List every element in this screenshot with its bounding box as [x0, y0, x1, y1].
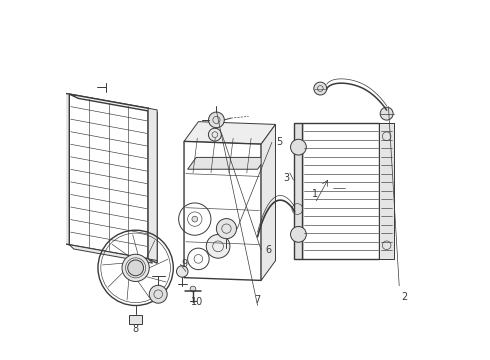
- Polygon shape: [69, 94, 157, 113]
- Polygon shape: [184, 122, 275, 144]
- Polygon shape: [148, 108, 157, 261]
- Polygon shape: [294, 123, 302, 259]
- Polygon shape: [69, 245, 153, 263]
- Polygon shape: [188, 157, 266, 169]
- Circle shape: [149, 285, 167, 303]
- Circle shape: [122, 254, 149, 282]
- Text: 10: 10: [191, 297, 203, 307]
- Circle shape: [190, 286, 196, 292]
- Circle shape: [380, 107, 393, 120]
- Polygon shape: [184, 141, 261, 280]
- Text: 3: 3: [283, 173, 289, 183]
- Bar: [129, 315, 142, 324]
- Circle shape: [206, 234, 230, 258]
- Circle shape: [208, 128, 221, 141]
- Text: 6: 6: [265, 245, 271, 255]
- Circle shape: [291, 226, 306, 242]
- Polygon shape: [302, 123, 379, 259]
- Text: 8: 8: [133, 324, 139, 334]
- Circle shape: [176, 266, 188, 277]
- Circle shape: [128, 260, 144, 276]
- Circle shape: [209, 112, 224, 128]
- Circle shape: [291, 139, 306, 155]
- Circle shape: [192, 216, 197, 222]
- Text: 7: 7: [254, 295, 261, 305]
- Polygon shape: [148, 108, 157, 263]
- Polygon shape: [60, 93, 69, 245]
- Text: 5: 5: [276, 138, 282, 147]
- Text: 9: 9: [181, 259, 187, 269]
- Polygon shape: [261, 125, 275, 280]
- Text: 1: 1: [312, 189, 318, 199]
- Text: 2: 2: [401, 292, 408, 302]
- Circle shape: [217, 219, 237, 239]
- Circle shape: [314, 82, 327, 95]
- Polygon shape: [379, 123, 394, 259]
- Polygon shape: [69, 94, 148, 259]
